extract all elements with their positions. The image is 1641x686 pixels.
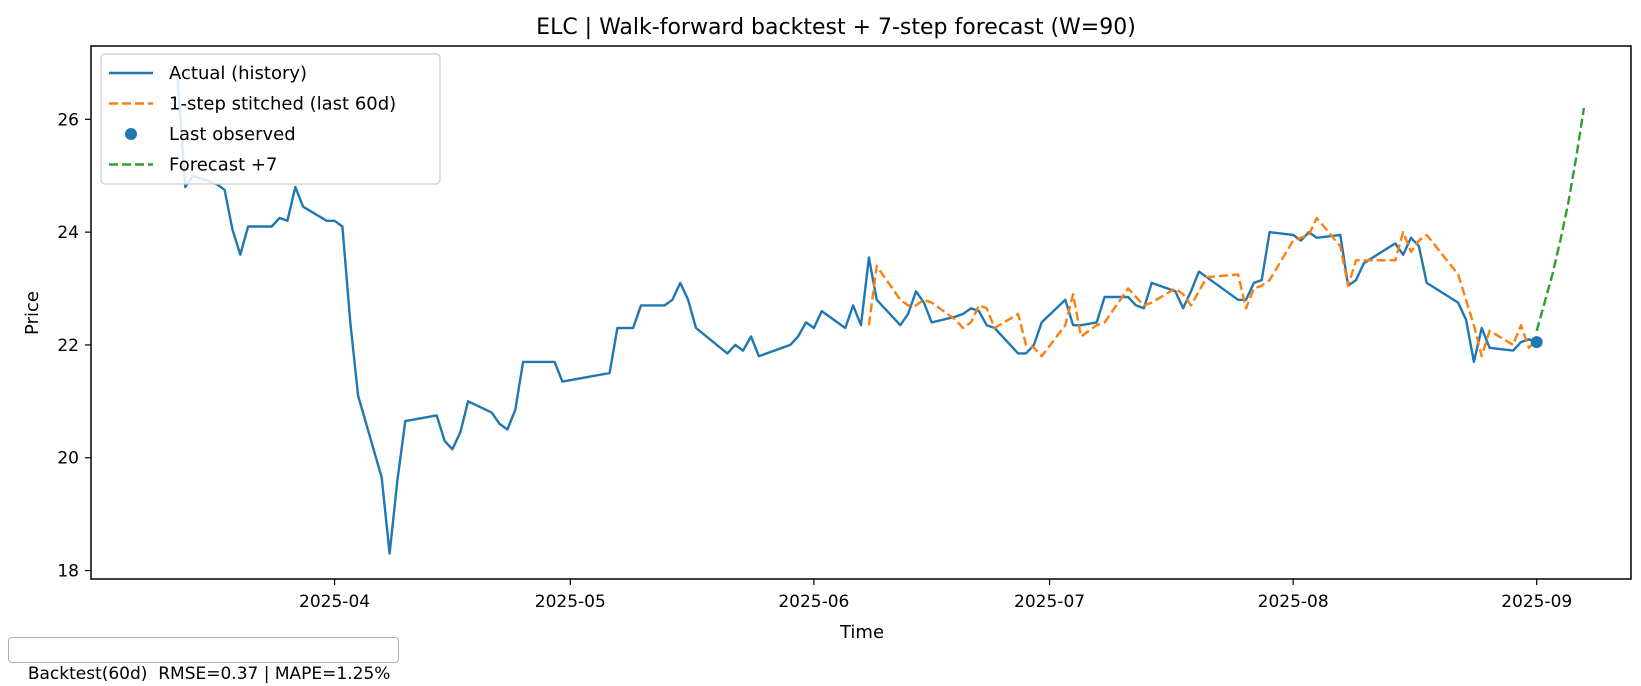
y-tick-label: 22 [57, 336, 79, 356]
x-tick-label: 2025-08 [1258, 592, 1329, 612]
legend-label: Last observed [169, 124, 296, 145]
y-tick-label: 26 [57, 110, 79, 130]
x-axis-label: Time [839, 622, 884, 643]
legend-box [100, 53, 441, 185]
x-tick-label: 2025-05 [535, 592, 606, 612]
series-3-line [1535, 107, 1586, 332]
x-tick-label: 2025-09 [1501, 592, 1572, 612]
legend-swatch [125, 128, 137, 140]
last-observed-marker [1530, 336, 1543, 349]
legend-label: Forecast +7 [169, 155, 277, 176]
legend-label: 1-step stitched (last 60d) [169, 94, 396, 115]
series-0-line [168, 67, 1538, 555]
y-tick-label: 24 [57, 223, 79, 243]
plot-frame [90, 45, 1632, 580]
legend-label: Actual (history) [169, 63, 307, 84]
backtest-metrics-box: Backtest(60d) RMSE=0.37 | MAPE=1.25% [8, 637, 400, 684]
backtest-metrics-label: Backtest(60d) RMSE=0.37 | MAPE=1.25% [27, 664, 391, 684]
x-tick-label: 2025-06 [778, 592, 849, 612]
y-tick-label: 20 [57, 449, 79, 469]
x-tick-label: 2025-07 [1014, 592, 1085, 612]
series-1-line [867, 216, 1538, 358]
x-tick-label: 2025-04 [299, 592, 370, 612]
chart-title: ELC | Walk-forward backtest + 7-step for… [536, 15, 1136, 40]
y-tick-label: 18 [57, 562, 79, 582]
y-axis-label: Price [22, 291, 43, 335]
